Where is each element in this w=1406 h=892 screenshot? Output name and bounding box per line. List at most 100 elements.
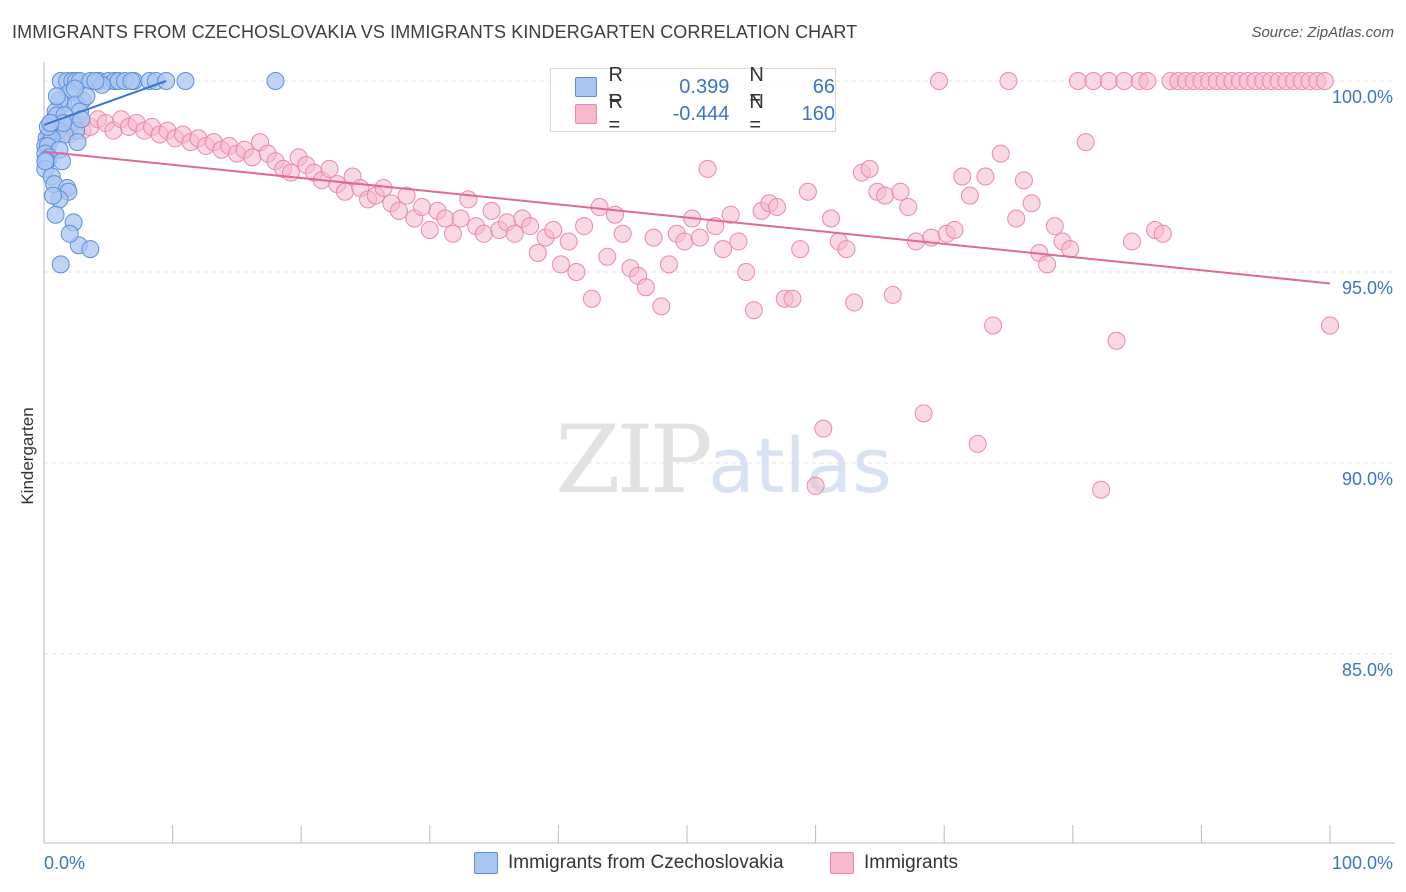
immigrants-point xyxy=(698,159,717,178)
immigrants-point xyxy=(891,182,910,201)
immigrants-point xyxy=(582,289,601,308)
immigrants-point xyxy=(1007,209,1026,228)
axes xyxy=(43,62,1395,844)
czechoslovakia-point xyxy=(266,72,285,90)
immigrants-point xyxy=(984,316,1003,335)
immigrants-point xyxy=(883,285,902,304)
immigrants-point xyxy=(413,198,432,217)
czechoslovakia-point xyxy=(176,72,195,90)
immigrants-point xyxy=(721,205,740,224)
legend-n-value: 66 xyxy=(812,75,835,98)
immigrants-trend-line xyxy=(43,150,1331,285)
immigrants-point xyxy=(397,186,416,205)
immigrants-point xyxy=(960,186,979,205)
legend-row-immigrants: R = -0.444 N = 160 xyxy=(551,91,835,136)
immigrants-point xyxy=(644,228,663,247)
immigrants-point xyxy=(822,209,841,228)
immigrants-point xyxy=(521,217,540,236)
immigrants-point xyxy=(1321,316,1339,335)
immigrants-point xyxy=(729,232,748,251)
immigrants-point xyxy=(675,232,694,251)
legend-n-label: N = xyxy=(749,91,764,136)
immigrants-point xyxy=(744,301,763,320)
immigrants-point xyxy=(968,434,987,453)
immigrants-point xyxy=(420,220,439,239)
immigrants-point xyxy=(551,255,570,274)
correlation-legend: R = 0.399 N = 66 R = -0.444 N = 160 xyxy=(550,64,836,136)
bottom-legend-immigrants: Immigrants xyxy=(830,852,958,874)
immigrants-point xyxy=(899,198,918,217)
immigrants-point xyxy=(1315,72,1334,90)
immigrants-point xyxy=(389,201,408,220)
watermark-zip: ZIP xyxy=(555,406,709,515)
immigrants-point xyxy=(652,297,671,316)
immigrants-point xyxy=(243,148,262,167)
immigrants-point xyxy=(613,224,632,243)
immigrants-point xyxy=(528,243,547,262)
czechoslovakia-point xyxy=(51,255,70,274)
legend-swatch-pink xyxy=(575,104,597,124)
grid-lines xyxy=(44,80,1395,655)
immigrants-point xyxy=(281,163,300,182)
immigrants-point xyxy=(1107,331,1126,350)
immigrants-point xyxy=(1061,240,1080,259)
trend-lines xyxy=(43,80,1331,285)
immigrants-point xyxy=(1115,72,1134,90)
immigrants-point xyxy=(659,255,678,274)
immigrants-point xyxy=(714,240,733,259)
x-tick-label: 0.0% xyxy=(44,853,85,873)
immigrants-point xyxy=(598,247,617,266)
immigrants-point xyxy=(451,209,470,228)
czechoslovakia-point xyxy=(53,152,72,171)
source-label: Source: ZipAtlas.com xyxy=(1251,24,1394,41)
y-tick-label: 90.0% xyxy=(1342,469,1393,489)
immigrants-point xyxy=(945,220,964,239)
immigrants-point xyxy=(575,217,594,236)
y-tick-label: 100.0% xyxy=(1332,87,1393,107)
immigrants-point xyxy=(706,217,725,236)
immigrants-point xyxy=(1014,171,1033,190)
y-tick-label: 95.0% xyxy=(1342,278,1393,298)
legend-row-czechoslovakia: R = 0.399 N = 66 xyxy=(551,64,835,109)
immigrants-point xyxy=(768,198,787,217)
immigrants-point xyxy=(1068,72,1087,90)
immigrants-point xyxy=(1045,217,1064,236)
immigrants-point xyxy=(1038,255,1057,274)
legend-r-label: R = xyxy=(608,91,623,136)
immigrants-point xyxy=(783,289,802,308)
legend-n-value: 160 xyxy=(801,102,835,125)
immigrants-point xyxy=(320,159,339,178)
legend-n-label: N = xyxy=(749,64,764,109)
immigrants-point xyxy=(443,224,462,243)
immigrants-point xyxy=(690,228,709,247)
czechoslovakia-point xyxy=(65,79,84,98)
czechoslovakia-point xyxy=(122,72,141,90)
immigrants-point xyxy=(436,209,455,228)
tick-labels: 100.0% 95.0% 90.0% 85.0% 0.0% 100.0% xyxy=(44,87,1393,873)
x-tick-label: 100.0% xyxy=(1332,853,1393,873)
immigrants-point xyxy=(930,72,949,90)
immigrants-point xyxy=(1122,232,1141,251)
immigrants-point xyxy=(814,419,833,438)
immigrants-point xyxy=(1138,72,1157,90)
bottom-legend-swatch-blue xyxy=(474,852,498,874)
immigrants-point xyxy=(914,404,933,423)
watermark-atlas: atlas xyxy=(708,421,892,510)
immigrants-point xyxy=(806,476,825,495)
chart-title: IMMIGRANTS FROM CZECHOSLOVAKIA VS IMMIGR… xyxy=(12,22,858,42)
immigrants-point xyxy=(474,224,493,243)
immigrants-point xyxy=(837,240,856,259)
czechoslovakia-point xyxy=(68,133,87,152)
y-tick-label: 85.0% xyxy=(1342,660,1393,680)
bottom-legend-czechoslovakia: Immigrants from Czechoslovakia xyxy=(474,852,784,874)
immigrants-point xyxy=(482,201,501,220)
immigrants-point xyxy=(953,167,972,186)
immigrants-point xyxy=(544,220,563,239)
legend-r-value: 0.399 xyxy=(679,75,730,98)
immigrants-point xyxy=(567,263,586,281)
immigrants-point xyxy=(1076,133,1095,152)
bottom-legend-label: Immigrants from Czechoslovakia xyxy=(508,852,784,873)
immigrants-point xyxy=(991,144,1010,163)
immigrants-point xyxy=(860,159,879,178)
